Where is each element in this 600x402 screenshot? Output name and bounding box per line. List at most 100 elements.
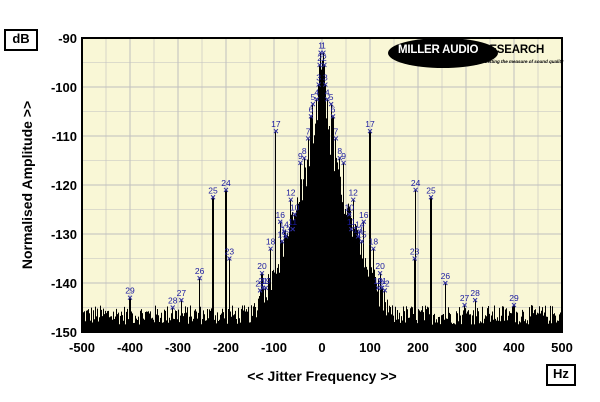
harmonic-marker: 20	[375, 261, 385, 276]
marker-symbol	[301, 155, 307, 161]
harmonic-marker: 18	[369, 237, 379, 252]
harmonic-marker: 10	[345, 202, 354, 217]
marker-label: 13	[281, 224, 291, 234]
marker-symbol	[197, 275, 202, 281]
x-tick-label: 400	[503, 340, 525, 355]
marker-symbol	[288, 197, 294, 203]
marker-label: 16	[276, 210, 286, 220]
logo-oval	[388, 38, 498, 68]
harmonic-marker: 2	[317, 53, 322, 68]
x-tick-label: -400	[117, 340, 143, 355]
marker-label: 5	[329, 92, 334, 102]
marker-symbol	[350, 197, 356, 203]
x-axis-title: << Jitter Frequency >>	[247, 368, 396, 384]
marker-symbol	[377, 270, 383, 276]
marker-label: 18	[266, 237, 276, 247]
marker-symbol	[361, 219, 367, 225]
y-axis-title: Normalised Amplitude >>	[19, 101, 35, 269]
marker-label: 27	[177, 288, 187, 298]
marker-label: 17	[271, 119, 281, 129]
marker-symbol	[357, 229, 363, 234]
marker-symbol	[277, 219, 283, 225]
marker-symbol	[305, 136, 311, 141]
harmonic-marker: 17	[365, 119, 375, 134]
marker-label: 2	[317, 53, 322, 63]
marker-symbol	[292, 212, 297, 217]
marker-label: 24	[221, 178, 231, 188]
harmonic-marker: 10	[290, 202, 300, 217]
marker-symbol	[359, 238, 365, 244]
marker-label: 14	[355, 220, 365, 230]
marker-label: 19	[373, 276, 383, 286]
harmonic-marker: 15	[277, 229, 287, 244]
harmonic-marker: 16	[359, 210, 369, 225]
marker-symbol	[333, 136, 339, 141]
marker-label: 24	[411, 178, 421, 188]
marker-symbol	[462, 302, 467, 308]
marker-label: 1	[318, 41, 323, 51]
harmonic-marker: 5	[311, 92, 316, 107]
harmonic-marker: 25	[426, 185, 436, 200]
miller-audio-research-logo: MILLER AUDIO RESEARCH Getting the measur…	[388, 36, 564, 74]
harmonic-marker: 24	[221, 178, 231, 193]
marker-label: 17	[365, 119, 375, 129]
marker-symbol	[382, 287, 388, 293]
marker-label: 12	[286, 188, 296, 198]
y-tick-label: -140	[51, 276, 77, 291]
harmonic-marker: 4	[314, 87, 320, 102]
harmonic-marker: 6	[330, 104, 336, 119]
harmonic-marker: 26	[195, 266, 205, 281]
harmonic-marker: 3	[316, 73, 321, 87]
marker-symbol	[428, 194, 434, 200]
marker-symbol	[314, 96, 320, 102]
plot-border	[81, 37, 563, 333]
marker-label: 18	[369, 237, 379, 247]
marker-label: 2	[322, 53, 327, 63]
harmonic-marker: 11	[288, 217, 297, 232]
logo-tagline: Getting the measure of sound quality	[484, 59, 564, 64]
marker-label: 22	[255, 278, 265, 288]
harmonic-marker: 22	[380, 278, 390, 293]
y-tick-label: -100	[51, 80, 77, 95]
y-tick-label: -120	[51, 178, 77, 193]
marker-symbol	[443, 280, 448, 286]
marker-label: 3	[323, 73, 328, 83]
marker-label: 26	[195, 266, 205, 276]
x-tick-label: 300	[455, 340, 477, 355]
marker-symbol	[375, 285, 381, 291]
marker-symbol	[355, 234, 361, 239]
marker-symbol	[290, 226, 296, 232]
marker-label: 25	[426, 185, 436, 195]
marker-label: 29	[509, 293, 519, 303]
marker-label: 5	[311, 92, 316, 102]
y-tick-label: -130	[51, 227, 77, 242]
marker-symbol	[223, 187, 229, 193]
marker-label: 11	[347, 217, 356, 227]
marker-label: 21	[258, 276, 268, 286]
marker-label: 8	[337, 146, 342, 156]
marker-symbol	[321, 50, 326, 56]
harmonic-marker: 16	[276, 210, 286, 225]
marker-symbol	[330, 114, 336, 119]
y-tick-label: -110	[52, 129, 77, 144]
marker-label: 9	[298, 151, 303, 161]
harmonic-marker: 2	[322, 53, 327, 68]
y-tick-labels: -150 -140 -130 -120 -110 -100 -90	[51, 31, 77, 340]
harmonic-marker: 13	[281, 224, 291, 239]
harmonic-marker: 18	[266, 237, 276, 252]
marker-symbol	[257, 287, 263, 293]
harmonic-marker: 27	[460, 293, 470, 308]
marker-symbol	[347, 212, 352, 217]
marker-label: 27	[460, 293, 470, 303]
marker-symbol	[127, 295, 133, 301]
marker-label: 6	[309, 104, 314, 114]
marker-symbol	[268, 246, 273, 252]
marker-label: 7	[334, 126, 339, 136]
harmonic-marker: 29	[125, 286, 135, 301]
marker-symbol	[472, 297, 478, 303]
marker-label: 28	[470, 288, 480, 298]
logo-brand-black: RESEARCH	[481, 44, 545, 56]
marker-label: 8	[302, 146, 307, 156]
